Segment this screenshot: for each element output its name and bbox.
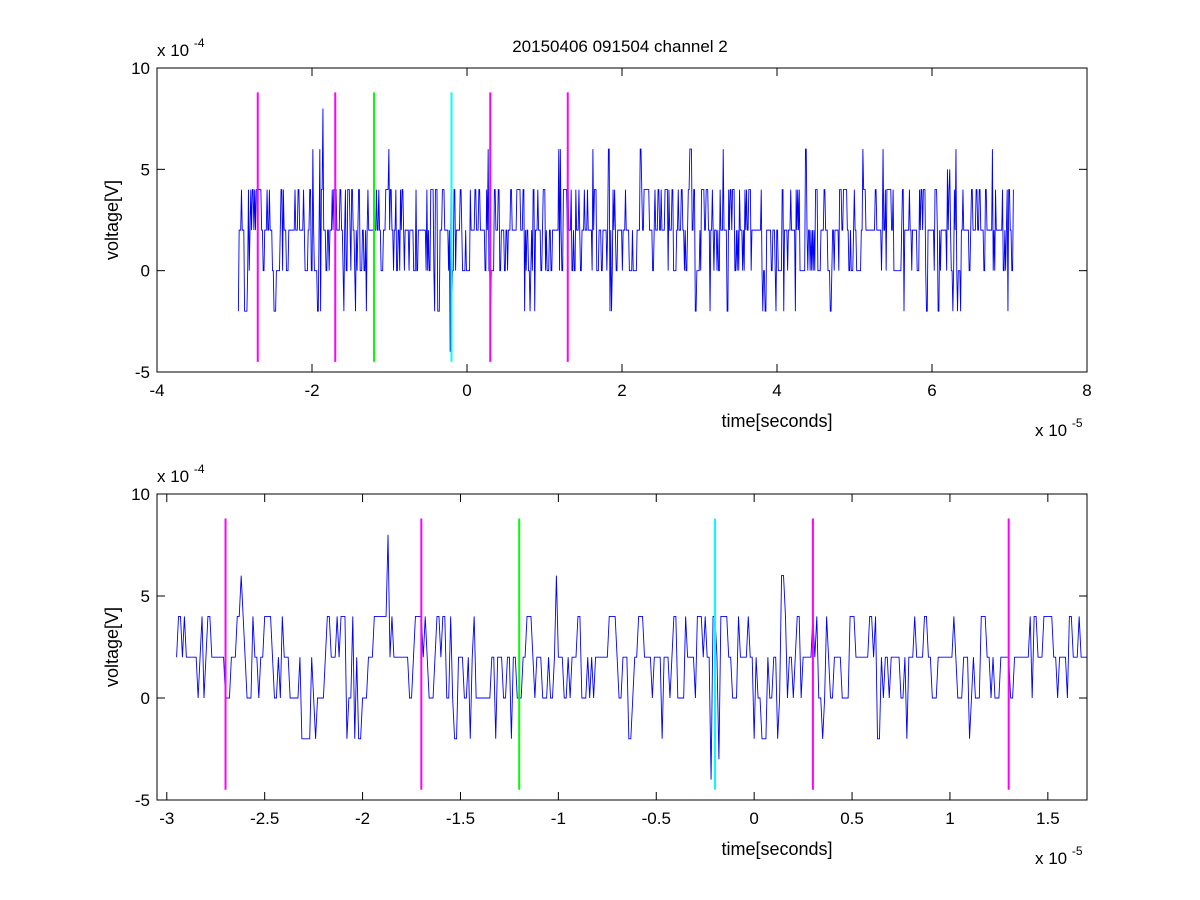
top-x-tick-label: 8 [1082, 381, 1091, 400]
top-x-tick-label: -2 [304, 381, 319, 400]
top-x-tick-label: -4 [149, 381, 164, 400]
top-x-axis-label: time[seconds] [721, 411, 832, 431]
bottom-x-tick-label: -1.5 [446, 809, 475, 828]
bottom-y-tick-label: 10 [131, 485, 150, 504]
bottom-y-tick-label: 0 [141, 689, 150, 708]
bottom-y-tick-label: 5 [141, 587, 150, 606]
top-y-tick-label: 10 [131, 59, 150, 78]
bottom-y-exponent-power: -4 [194, 462, 205, 476]
figure-title: 20150406 091504 channel 2 [512, 37, 728, 56]
top-x-tick-label: 2 [617, 381, 626, 400]
bottom-x-tick-label: -2.5 [250, 809, 279, 828]
bottom-axes-box [156, 493, 1088, 801]
bottom-x-tick-label: 0 [749, 809, 758, 828]
top-x-tick-label: 6 [927, 381, 936, 400]
top-x-tick-label: 0 [462, 381, 471, 400]
bottom-x-tick-label: -1 [551, 809, 566, 828]
top-y-tick-label: -5 [135, 363, 150, 382]
top-y-tick-label: 0 [141, 262, 150, 281]
top-x-tick-label: 4 [772, 381, 781, 400]
top-y-exponent-power: -4 [194, 36, 205, 50]
top-y-axis-label: voltage[V] [102, 180, 122, 260]
bottom-x-tick-label: -3 [159, 809, 174, 828]
top-x-exponent-power: -5 [1072, 416, 1083, 430]
top-y-tick-label: 5 [141, 160, 150, 179]
bottom-x-tick-label: -0.5 [642, 809, 671, 828]
bottom-x-tick-label: 1 [945, 809, 954, 828]
bottom-x-tick-label: 0.5 [840, 809, 864, 828]
bottom-signal-series [176, 534, 1087, 780]
bottom-x-axis-label: time[seconds] [721, 839, 832, 859]
top-signal-series [237, 108, 1014, 352]
bottom-x-exponent-power: -5 [1072, 844, 1083, 858]
bottom-x-tick-label: -2 [355, 809, 370, 828]
bottom-y-tick-label: -5 [135, 791, 150, 810]
bottom-y-axis-label: voltage[V] [102, 607, 122, 687]
bottom-x-tick-label: 1.5 [1036, 809, 1060, 828]
